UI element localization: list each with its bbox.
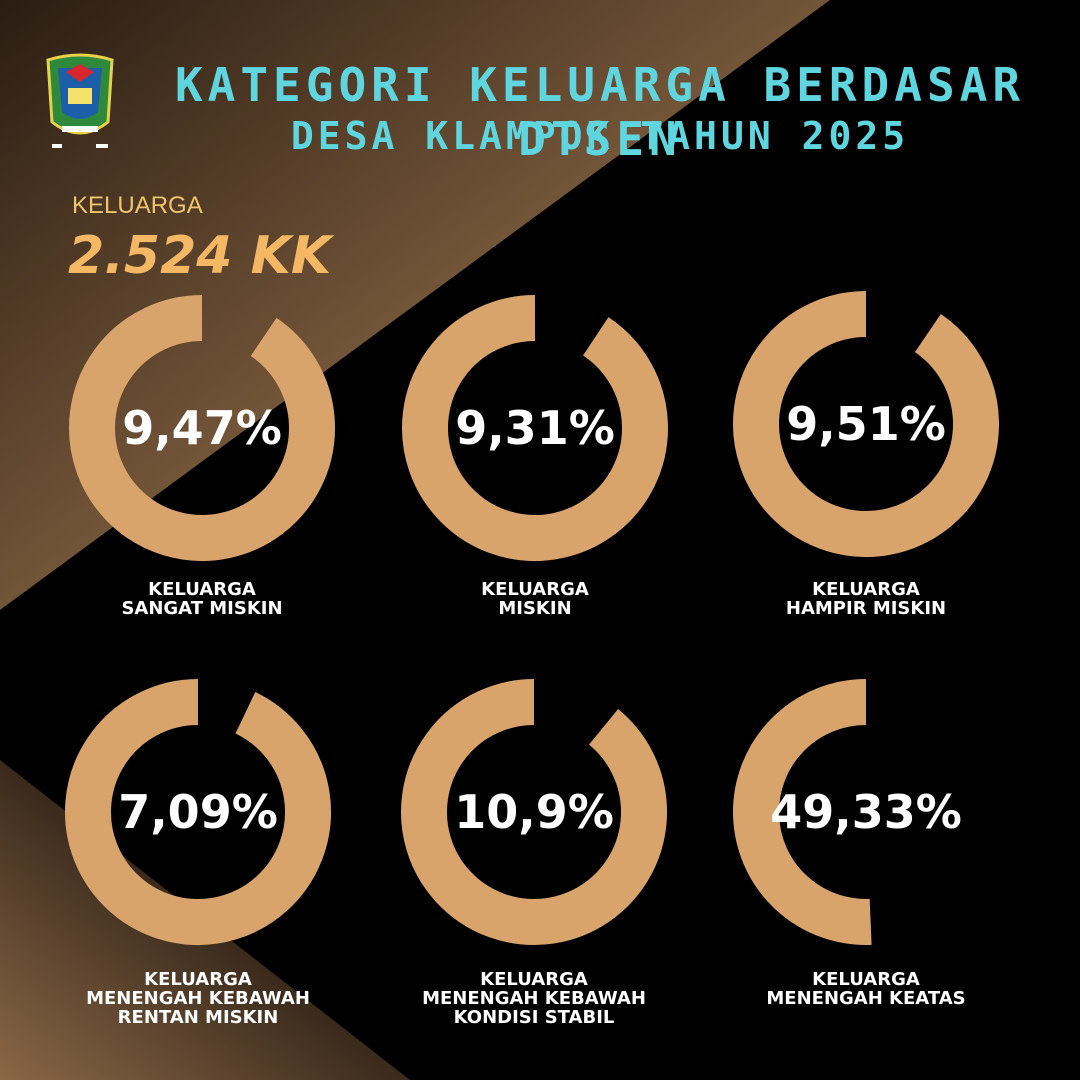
donut-caption-line: KELUARGA	[480, 969, 588, 990]
donut-ring-3	[733, 291, 999, 557]
donut-ring-2	[402, 295, 668, 561]
donut-caption-line: KELUARGA	[148, 579, 256, 600]
donut-value-label-2: 9,31%	[455, 401, 615, 455]
donut-caption-5: KELUARGA MENENGAH KEBAWAH KONDISI STABIL	[374, 970, 694, 1027]
donut-caption-1: KELUARGA SANGAT MISKIN	[42, 580, 362, 618]
donut-caption-line: MENENGAH KEBAWAH	[422, 988, 646, 1009]
donut-caption-line: SANGAT MISKIN	[121, 598, 283, 619]
total-families-value: 2.524 KK	[68, 226, 332, 286]
donut-caption-line: RENTAN MISKIN	[117, 1007, 279, 1028]
donut-caption-line: KONDISI STABIL	[453, 1007, 615, 1028]
donut-value-label-6: 49,33%	[770, 785, 962, 839]
regency-emblem-icon	[46, 53, 114, 148]
donut-caption-line: KELUARGA	[812, 579, 920, 600]
title-line-1: KATEGORI KELUARGA BERDASAR DTSEN	[174, 58, 1026, 166]
donut-caption-4: KELUARGA MENENGAH KEBAWAH RENTAN MISKIN	[38, 970, 358, 1027]
donut-caption-line: MENENGAH KEBAWAH	[86, 988, 310, 1009]
title-line-2: DESA KLAMPOK TAHUN 2025	[290, 114, 910, 158]
donut-value-label-5: 10,9%	[454, 785, 614, 839]
donut-caption-line: HAMPIR MISKIN	[785, 598, 947, 619]
donut-ring-4	[65, 679, 331, 945]
donut-caption-line: MENENGAH KEATAS	[766, 988, 966, 1009]
donut-caption-2: KELUARGA MISKIN	[375, 580, 695, 618]
donut-ring-5	[401, 679, 667, 945]
donut-ring-1	[69, 295, 335, 561]
donut-caption-line: KELUARGA	[144, 969, 252, 990]
donut-caption-6: KELUARGA MENENGAH KEATAS	[706, 970, 1026, 1008]
donut-value-label-4: 7,09%	[118, 785, 278, 839]
donut-value-label-3: 9,51%	[786, 397, 946, 451]
donut-caption-line: MISKIN	[498, 598, 572, 619]
donut-caption-line: KELUARGA	[481, 579, 589, 600]
donut-value-label-1: 9,47%	[122, 401, 282, 455]
donut-caption-3: KELUARGA HAMPIR MISKIN	[706, 580, 1026, 618]
donut-caption-line: KELUARGA	[812, 969, 920, 990]
donut-ring-6	[733, 679, 872, 945]
total-families-label: KELUARGA	[72, 192, 203, 219]
